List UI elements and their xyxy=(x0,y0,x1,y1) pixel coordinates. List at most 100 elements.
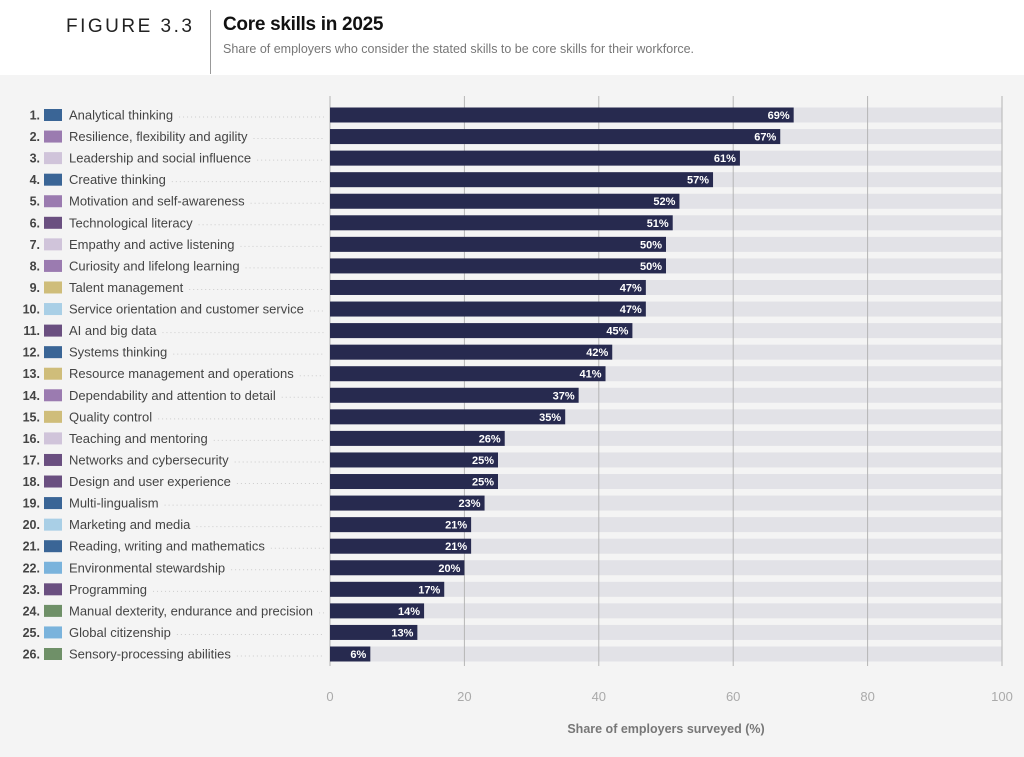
data-label: 23% xyxy=(459,498,481,510)
category-swatch xyxy=(44,604,62,617)
bar xyxy=(330,301,646,317)
category-label: Dependability and attention to detail xyxy=(69,388,276,403)
bar xyxy=(330,279,646,295)
data-label: 6% xyxy=(350,649,366,661)
bar xyxy=(330,646,371,662)
bar xyxy=(330,495,485,511)
data-label: 35% xyxy=(539,412,561,424)
data-label: 25% xyxy=(472,477,494,489)
bar xyxy=(330,430,505,446)
x-tick-label: 60 xyxy=(726,689,740,704)
rank-number: 25. xyxy=(23,626,40,640)
category-label: Networks and cybersecurity xyxy=(69,452,229,467)
data-label: 21% xyxy=(445,541,467,553)
category-swatch xyxy=(44,259,62,272)
category-label: Global citizenship xyxy=(69,625,171,640)
rank-number: 4. xyxy=(30,173,40,187)
category-label: Sensory-processing abilities xyxy=(69,647,231,662)
data-label: 20% xyxy=(438,563,460,575)
category-label: Design and user experience xyxy=(69,474,231,489)
bar xyxy=(330,215,673,231)
rank-number: 7. xyxy=(30,238,40,252)
x-tick-label: 80 xyxy=(860,689,874,704)
data-label: 41% xyxy=(579,369,601,381)
category-swatch xyxy=(44,648,62,660)
bar-track xyxy=(330,603,1002,619)
rank-number: 8. xyxy=(30,259,40,273)
rank-number: 21. xyxy=(23,540,40,554)
bar xyxy=(330,538,472,554)
bar xyxy=(330,129,781,145)
bar xyxy=(330,193,680,209)
bar xyxy=(330,236,666,252)
category-swatch xyxy=(44,626,62,639)
bar xyxy=(330,172,714,188)
category-swatch xyxy=(44,109,62,121)
x-tick-label: 20 xyxy=(457,689,471,704)
data-label: 17% xyxy=(418,584,440,596)
category-swatch xyxy=(44,367,62,380)
category-label: Curiosity and lifelong learning xyxy=(69,258,240,273)
category-swatch xyxy=(44,281,62,294)
bar xyxy=(330,107,794,123)
data-label: 52% xyxy=(653,196,675,208)
chart-title: Core skills in 2025 xyxy=(223,14,384,35)
data-label: 25% xyxy=(472,455,494,467)
category-swatch xyxy=(44,475,62,488)
rank-number: 5. xyxy=(30,195,40,209)
x-axis-label: Share of employers surveyed (%) xyxy=(567,722,764,736)
category-swatch xyxy=(44,324,62,337)
bar-track xyxy=(330,517,1002,533)
category-label: Reading, writing and mathematics xyxy=(69,539,265,554)
category-label: Manual dexterity, endurance and precisio… xyxy=(69,603,313,618)
rank-number: 16. xyxy=(23,432,40,446)
rank-number: 12. xyxy=(23,346,40,360)
category-swatch xyxy=(44,152,62,165)
bar xyxy=(330,474,498,490)
bar-track xyxy=(330,560,1002,576)
category-label: Teaching and mentoring xyxy=(69,431,208,446)
data-label: 51% xyxy=(647,218,669,230)
rank-number: 26. xyxy=(23,648,40,662)
bar xyxy=(330,409,566,425)
rank-number: 19. xyxy=(23,497,40,511)
bar xyxy=(330,624,418,640)
category-label: Talent management xyxy=(69,280,184,295)
category-label: Multi-lingualism xyxy=(69,496,159,511)
bar-track xyxy=(330,495,1002,511)
data-label: 45% xyxy=(606,326,628,338)
bar xyxy=(330,323,633,339)
rank-number: 6. xyxy=(30,216,40,230)
category-label: Motivation and self-awareness xyxy=(69,194,245,209)
category-label: Creative thinking xyxy=(69,172,166,187)
rank-number: 10. xyxy=(23,303,40,317)
bar-track xyxy=(330,538,1002,554)
rank-number: 11. xyxy=(23,324,40,338)
category-swatch xyxy=(44,583,62,596)
category-swatch xyxy=(44,410,62,423)
data-label: 26% xyxy=(479,433,501,445)
bar xyxy=(330,560,465,576)
category-swatch xyxy=(44,432,62,445)
data-label: 42% xyxy=(586,347,608,359)
data-label: 50% xyxy=(640,261,662,273)
x-tick-label: 100 xyxy=(991,689,1013,704)
header: FIGURE 3.3 Core skills in 2025 Share of … xyxy=(0,0,1024,75)
data-label: 14% xyxy=(398,606,420,618)
data-label: 61% xyxy=(714,153,736,165)
rank-number: 14. xyxy=(23,389,40,403)
category-swatch xyxy=(44,303,62,316)
rank-number: 20. xyxy=(23,518,40,532)
rank-number: 22. xyxy=(23,561,40,575)
x-tick-label: 0 xyxy=(326,689,333,704)
rank-number: 1. xyxy=(30,109,40,123)
x-tick-label: 40 xyxy=(592,689,606,704)
category-swatch xyxy=(44,173,62,186)
category-label: Analytical thinking xyxy=(69,108,173,123)
data-label: 37% xyxy=(553,390,575,402)
data-label: 13% xyxy=(391,627,413,639)
rank-number: 17. xyxy=(23,453,40,467)
category-swatch xyxy=(44,238,62,251)
rank-number: 24. xyxy=(23,604,40,618)
